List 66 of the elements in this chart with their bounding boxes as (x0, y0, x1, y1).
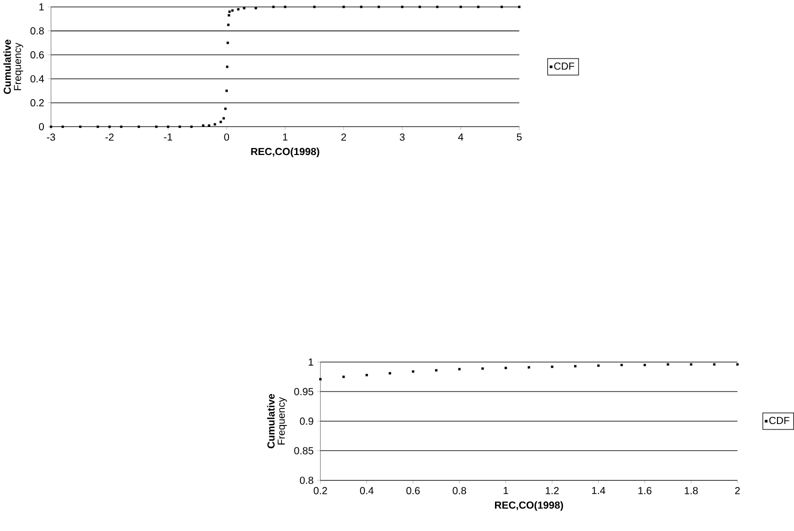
point (528, 366, 530, 369)
x-tick-label: 2 (341, 134, 346, 141)
point (224, 108, 227, 110)
x-tick-label: -2 (105, 134, 114, 141)
x-tick-label: 3 (400, 134, 405, 141)
point (550, 366, 554, 368)
y-tick-label: 0.6 (30, 51, 44, 59)
x-tick-label: 1.6 (638, 487, 652, 494)
point (242, 7, 246, 10)
y-tick-label: 0 (39, 123, 44, 131)
y-axis-title: Cumulative Frequency (267, 394, 287, 448)
y-tick-label: 0.95 (294, 388, 314, 396)
x-tick-label: 1 (283, 134, 288, 141)
point (436, 6, 439, 8)
y-axis-title: Cumulative Frequency (3, 40, 24, 94)
point (228, 10, 231, 14)
x-axis-title: REC,CO(1998) (495, 501, 564, 511)
y-tick-label: 1 (39, 4, 44, 11)
x-tick-label: 0 (224, 134, 230, 141)
point (597, 364, 600, 368)
y-tick-label: 0.85 (294, 447, 314, 455)
x-tick-label: 2 (735, 487, 740, 494)
x-tick-label: 0.6 (406, 487, 420, 494)
y-tick-label: 1 (308, 358, 314, 366)
x-tick-label: 5 (516, 134, 522, 141)
point (225, 90, 228, 92)
point (228, 14, 230, 17)
point (313, 6, 316, 8)
point (214, 123, 216, 126)
point (458, 368, 461, 371)
x-tick-label: 1 (504, 487, 508, 494)
x-tick-label: 1.4 (592, 487, 606, 494)
point (342, 376, 345, 378)
point (666, 363, 670, 366)
legend-label: CDF (769, 417, 790, 424)
x-tick-label: 0.8 (452, 487, 466, 494)
x-tick-label: -1 (164, 134, 172, 141)
point (342, 6, 345, 8)
point (388, 372, 392, 375)
point (284, 6, 286, 8)
point (690, 363, 692, 366)
point (227, 24, 230, 26)
y-tick-label: 0.2 (30, 99, 44, 107)
x-axis-title: REC,CO(1998) (251, 148, 320, 158)
x-tick-label: 0.2 (314, 487, 327, 494)
point (96, 126, 100, 128)
point (222, 117, 225, 120)
point (272, 6, 275, 8)
y-tick-label: 0.9 (300, 418, 314, 426)
y-tick-label: 0.8 (30, 27, 44, 35)
y-tick-label: 0.4 (30, 75, 44, 83)
point (155, 126, 158, 128)
x-tick-label: 0.4 (360, 487, 374, 494)
point (190, 126, 193, 128)
point (166, 126, 170, 128)
x-tick-label: 4 (458, 134, 464, 141)
point (319, 378, 322, 381)
y-tick-label: 0.8 (300, 476, 314, 484)
x-tick-label: 1.8 (684, 487, 698, 494)
point (736, 363, 739, 366)
point (254, 7, 258, 10)
point (50, 126, 52, 128)
x-tick-label: -3 (46, 134, 56, 141)
legend-label: CDF (554, 62, 574, 70)
point (108, 126, 111, 128)
x-tick-label: 1.2 (546, 487, 559, 494)
